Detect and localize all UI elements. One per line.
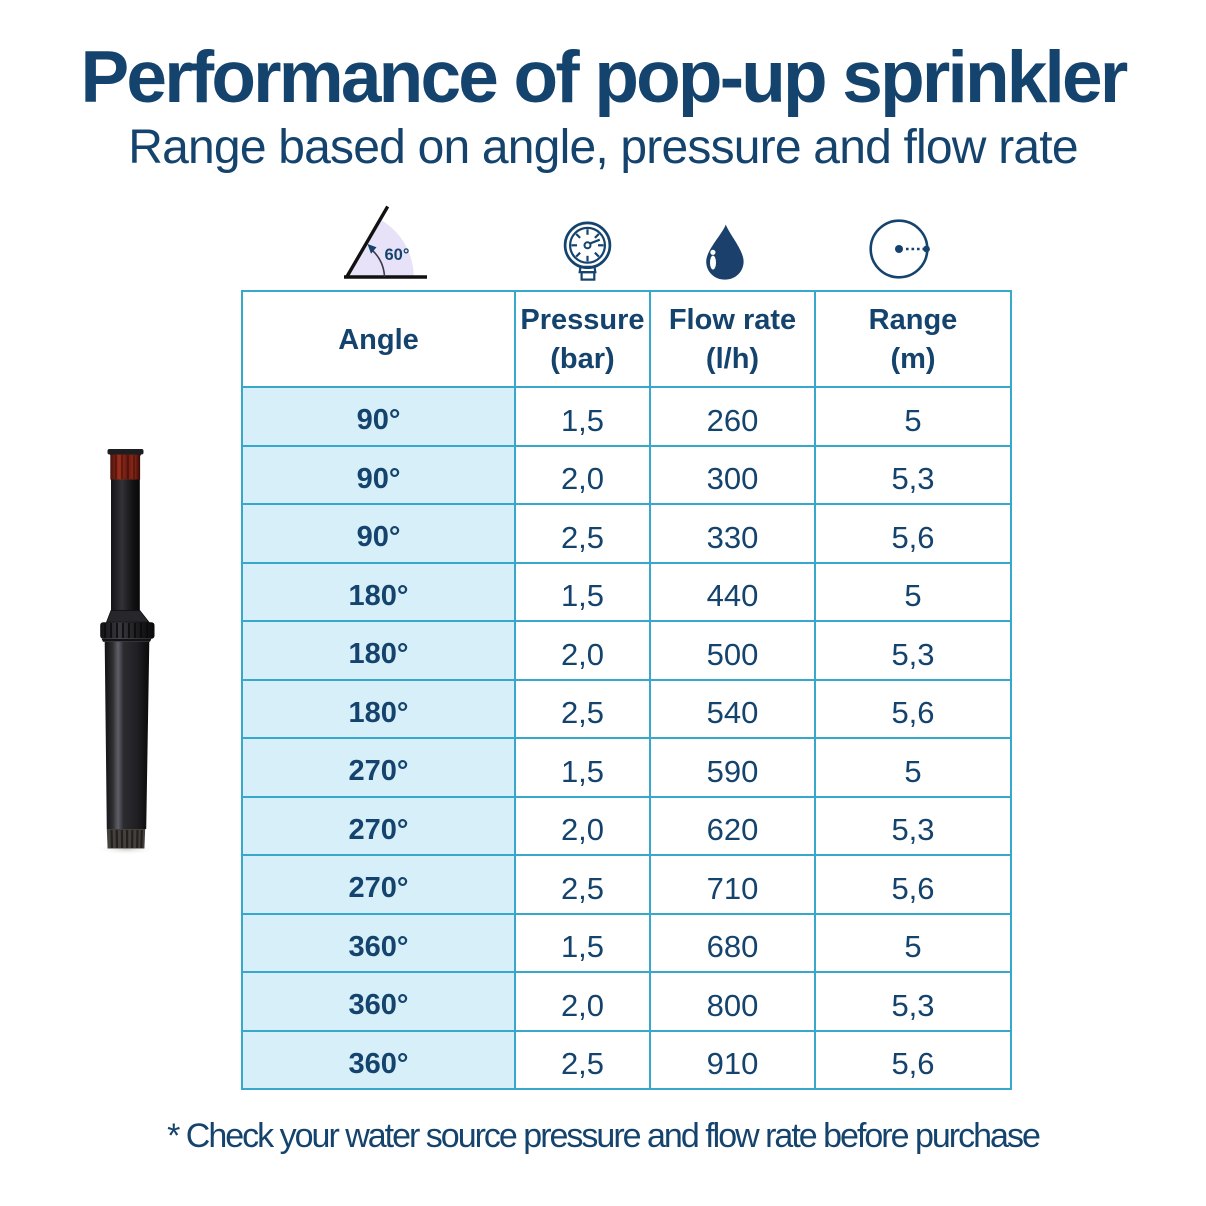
svg-text:60°: 60°: [385, 246, 410, 264]
